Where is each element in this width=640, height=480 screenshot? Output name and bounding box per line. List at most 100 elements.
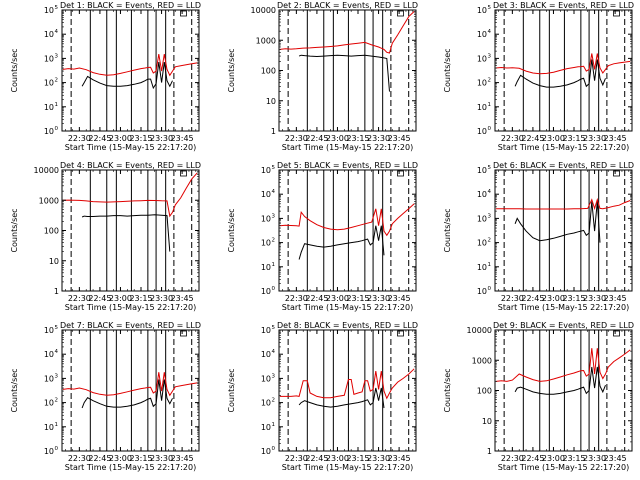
- y-tick-label: 10: [261, 399, 271, 408]
- x-tick-label: 22:45: [305, 134, 328, 143]
- y-tick-exponent: 0: [488, 126, 492, 132]
- y-tick-label: 10: [477, 263, 487, 272]
- y-tick-exponent: 2: [272, 398, 276, 404]
- plot-frame: [494, 9, 633, 132]
- plot-frame: [494, 169, 633, 292]
- x-tick-label: 22:45: [88, 134, 111, 143]
- chart-panel-det-9: Det 9: BLACK = Events, RED = LLD 1 10 100 10…: [443, 321, 634, 472]
- y-tick-exponent: 2: [55, 78, 59, 84]
- series-line-black: [514, 59, 606, 88]
- x-tick-label: 23:00: [542, 294, 565, 303]
- y-tick-label: 10: [261, 350, 271, 359]
- y-tick-exponent: 2: [272, 238, 276, 244]
- chart-title: Det 4: BLACK = Events, RED = LLD: [60, 161, 201, 170]
- y-tick-exponent: 1: [488, 262, 492, 268]
- y-tick-label: 10: [261, 166, 271, 175]
- series-line-black: [81, 214, 171, 252]
- x-tick-label: 22:30: [501, 454, 524, 463]
- y-axis-label: Counts/sec: [443, 48, 452, 92]
- y-axis-label: Counts/sec: [227, 208, 236, 252]
- x-tick-label: 23:45: [604, 294, 627, 303]
- y-tick-label: 10: [261, 326, 271, 335]
- y-tick-exponent: 5: [488, 165, 492, 171]
- y-axis-label: Counts/sec: [10, 208, 19, 252]
- series-line-red: [279, 368, 415, 400]
- y-axis-label: Counts/sec: [227, 368, 236, 412]
- y-tick-exponent: 1: [272, 262, 276, 268]
- corner-box: [397, 330, 404, 337]
- y-tick-exponent: 3: [488, 53, 492, 59]
- series-line-black: [298, 54, 390, 92]
- y-tick-label: 10: [44, 54, 54, 63]
- x-tick-label: 22:45: [305, 294, 328, 303]
- y-tick-exponent: 0: [272, 286, 276, 292]
- y-tick-label: 10: [44, 103, 54, 112]
- series-line-red: [279, 203, 415, 237]
- y-tick-exponent: 5: [55, 5, 59, 11]
- y-tick-exponent: 5: [55, 325, 59, 331]
- y-tick-label: 10: [266, 97, 276, 106]
- y-axis-label: Counts/sec: [10, 368, 19, 412]
- plot-frame: [278, 329, 417, 452]
- y-tick-exponent: 4: [272, 349, 276, 355]
- y-tick-exponent: 3: [272, 373, 276, 379]
- chart-title: Det 9: BLACK = Events, RED = LLD: [493, 321, 634, 330]
- x-axis-label: Start Time (15-May-15 22:17:20): [498, 463, 629, 472]
- y-tick-label: 10: [261, 447, 271, 456]
- x-tick-label: 23:15: [346, 134, 369, 143]
- y-tick-label: 10: [49, 257, 59, 266]
- y-tick-label: 10: [44, 423, 54, 432]
- chart-title: Det 7: BLACK = Events, RED = LLD: [60, 321, 201, 330]
- x-tick-label: 23:00: [109, 294, 132, 303]
- y-tick-exponent: 0: [272, 446, 276, 452]
- y-tick-label: 10: [44, 30, 54, 39]
- y-tick-exponent: 4: [272, 189, 276, 195]
- corner-box: [180, 330, 187, 337]
- y-tick-label: 10: [477, 127, 487, 136]
- y-tick-label: 10: [477, 166, 487, 175]
- chart-title: Det 8: BLACK = Events, RED = LLD: [277, 321, 418, 330]
- x-tick-label: 23:30: [150, 454, 173, 463]
- y-tick-exponent: 4: [488, 189, 492, 195]
- plot-area: [279, 170, 415, 291]
- plot-area: [62, 330, 198, 451]
- x-tick-label: 22:30: [68, 294, 91, 303]
- y-tick-label: 10: [44, 399, 54, 408]
- x-axis-label: Start Time (15-May-15 22:17:20): [65, 463, 196, 472]
- chart-title: Det 5: BLACK = Events, RED = LLD: [277, 161, 418, 170]
- x-tick-label: 23:30: [150, 134, 173, 143]
- plot-area: [279, 10, 415, 131]
- x-tick-label: 22:30: [68, 454, 91, 463]
- x-tick-label: 23:30: [150, 294, 173, 303]
- x-tick-label: 23:00: [542, 454, 565, 463]
- plot-area: [62, 170, 198, 291]
- series-line-red: [495, 197, 631, 211]
- y-tick-label: 10: [44, 350, 54, 359]
- y-tick-label: 100: [44, 227, 59, 236]
- plot-area: [495, 330, 631, 451]
- y-tick-label: 1: [271, 127, 276, 136]
- y-tick-label: 10: [482, 417, 492, 426]
- y-tick-label: 1000: [39, 196, 59, 205]
- y-axis-label: Counts/sec: [443, 208, 452, 252]
- corner-box: [180, 10, 187, 17]
- x-tick-label: 22:30: [285, 134, 308, 143]
- plot-area: [62, 10, 198, 131]
- x-tick-label: 23:30: [367, 454, 390, 463]
- y-axis-label: Counts/sec: [10, 48, 19, 92]
- y-tick-exponent: 1: [488, 102, 492, 108]
- x-tick-label: 23:15: [346, 454, 369, 463]
- y-tick-label: 10: [477, 30, 487, 39]
- y-tick-label: 10000: [251, 6, 276, 15]
- y-tick-label: 10: [477, 190, 487, 199]
- y-tick-exponent: 1: [55, 102, 59, 108]
- x-tick-label: 23:15: [129, 294, 152, 303]
- y-tick-label: 1000: [472, 356, 492, 365]
- series-line-black: [81, 379, 173, 409]
- corner-box: [613, 330, 620, 337]
